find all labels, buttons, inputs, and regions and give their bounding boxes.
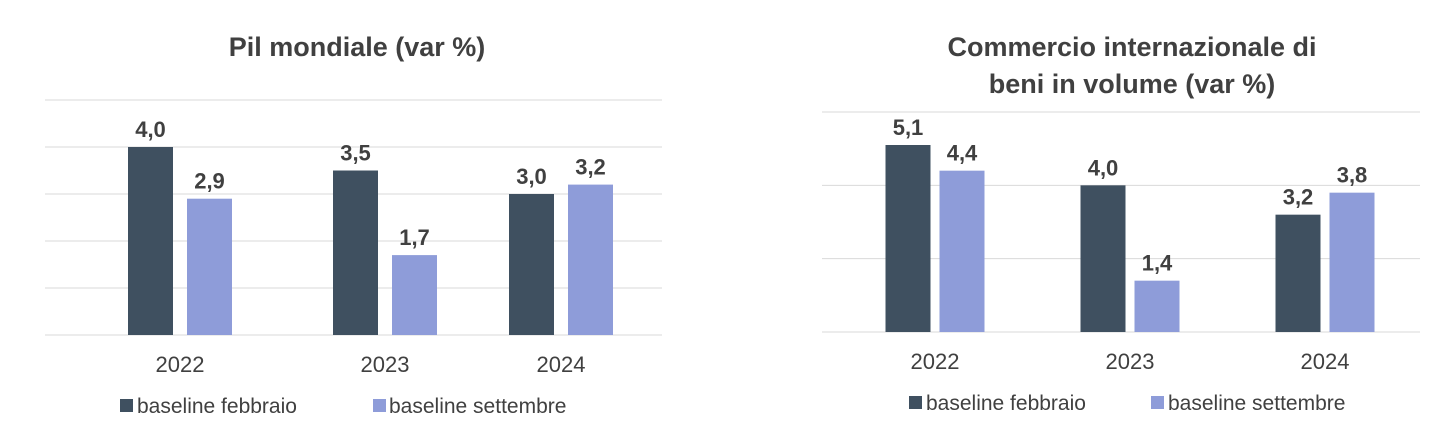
bar-2022-series-1	[885, 145, 931, 332]
bar-2024-series-1	[509, 194, 554, 335]
bar-2022-series-2	[939, 170, 985, 332]
bar-2024-series-1	[1275, 214, 1321, 332]
legend-swatch	[373, 399, 386, 412]
bar-2022-series-2	[187, 198, 232, 335]
data-label: 2,9	[194, 169, 225, 194]
legend-label: baseline febbraio	[137, 395, 297, 418]
category-label: 2022	[156, 352, 205, 377]
chart-title: Pil mondiale (var %)	[229, 32, 486, 62]
data-label: 4,0	[135, 117, 166, 142]
data-label: 4,4	[947, 141, 978, 166]
data-label: 1,7	[399, 225, 430, 250]
data-label: 3,0	[516, 164, 547, 189]
legend-swatch	[120, 399, 133, 412]
chart-pil-mondiale: Pil mondiale (var %) 4,0 3,5 3,0 2,9 1,7 3,2 20…	[45, 32, 662, 418]
category-label: 2023	[1106, 349, 1155, 374]
bar-2023-series-1	[333, 170, 378, 335]
category-label: 2022	[911, 349, 960, 374]
bar-2024-series-2	[568, 184, 613, 335]
data-label: 4,0	[1088, 155, 1119, 180]
bar-2024-series-2	[1329, 192, 1375, 332]
data-label: 3,8	[1337, 163, 1368, 188]
legend-swatch	[909, 396, 922, 409]
data-label: 3,2	[1283, 185, 1314, 210]
bar-2022-series-1	[128, 147, 173, 335]
legend-label: baseline febbraio	[926, 392, 1086, 415]
category-label: 2024	[1301, 349, 1350, 374]
category-label: 2024	[537, 352, 586, 377]
chart-commercio-internazionale: Commercio internazionale di beni in volum…	[822, 32, 1420, 415]
chart-title: Commercio internazionale di	[947, 32, 1316, 62]
chart-title: beni in volume (var %)	[989, 69, 1276, 99]
bar-2023-series-1	[1080, 185, 1126, 332]
data-label: 5,1	[893, 115, 924, 140]
legend-label: baseline settembre	[1168, 392, 1345, 415]
data-label: 1,4	[1142, 251, 1173, 276]
legend-swatch	[1151, 396, 1164, 409]
data-label: 3,5	[340, 141, 371, 166]
legend-label: baseline settembre	[389, 395, 566, 418]
data-label: 3,2	[575, 155, 606, 180]
bar-2023-series-2	[1134, 280, 1180, 332]
category-label: 2023	[361, 352, 410, 377]
bar-2023-series-2	[392, 255, 437, 335]
